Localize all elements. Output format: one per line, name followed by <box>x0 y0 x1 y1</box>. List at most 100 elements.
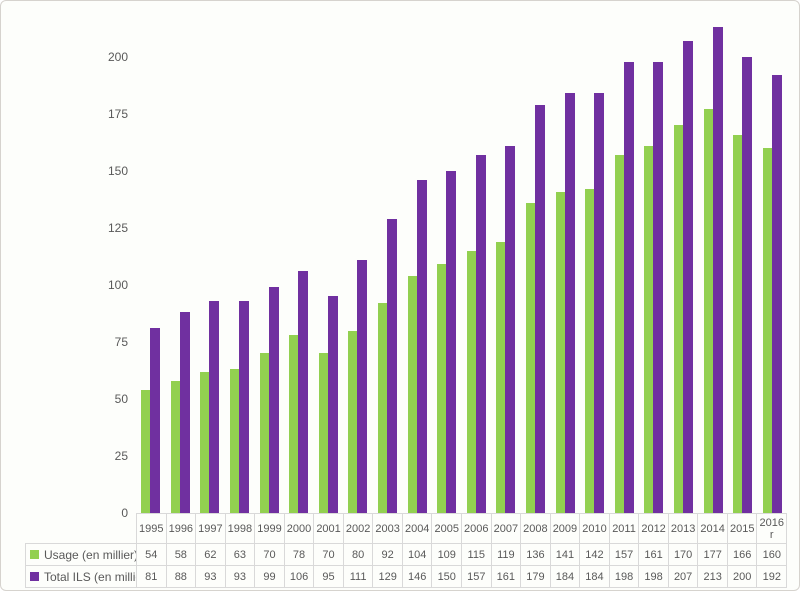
bar-total-ils <box>357 260 368 513</box>
bar-usage <box>289 335 299 513</box>
y-axis-tick-label: 75 <box>114 335 128 349</box>
year-header-cell: 2002 <box>344 514 374 543</box>
bar-total-ils <box>446 171 457 513</box>
table-value-cell: 106 <box>285 566 315 587</box>
bar-usage <box>200 372 210 513</box>
year-header-cell: 2015 <box>728 514 758 543</box>
bar-total-ils <box>150 328 161 513</box>
bar-group-1998 <box>225 1 255 513</box>
bar-group-2009 <box>550 1 580 513</box>
legend-series-name: Usage (en millier) <box>44 547 137 562</box>
bar-total-ils <box>387 219 398 513</box>
table-value-cell: 81 <box>137 566 167 587</box>
table-value-cell: 92 <box>373 544 403 565</box>
bar-group-2005 <box>432 1 462 513</box>
bar-total-ils <box>209 301 220 513</box>
bar-group-2008 <box>521 1 551 513</box>
legend-label-cell: Usage (en millier) <box>26 544 137 565</box>
year-header-cell: 2001 <box>314 514 344 543</box>
table-value-cell: 170 <box>669 544 699 565</box>
bar-usage <box>526 203 536 513</box>
table-value-cell: 198 <box>639 566 669 587</box>
year-header-cell: 2016 r <box>757 514 788 543</box>
data-table-body: Usage (en millier) 54 58 62 63 70 78 70 80 92 104 1… <box>25 543 788 588</box>
bar-usage <box>703 109 713 513</box>
bar-usage <box>407 276 417 513</box>
year-header-cell: 1995 <box>137 514 167 543</box>
bar-group-1996 <box>166 1 196 513</box>
table-value-cell: 213 <box>698 566 728 587</box>
table-value-cell: 192 <box>757 566 788 587</box>
table-value-cell: 104 <box>403 544 433 565</box>
bar-total-ils <box>712 27 723 513</box>
bar-total-ils <box>475 155 486 513</box>
table-value-cell: 119 <box>492 544 522 565</box>
y-axis-tick-label: 50 <box>114 392 128 406</box>
table-value-cell: 198 <box>610 566 640 587</box>
year-header-cell: 2008 <box>521 514 551 543</box>
bar-group-2015 <box>728 1 758 513</box>
bar-total-ils <box>416 180 427 513</box>
bar-group-2001 <box>314 1 344 513</box>
table-value-cell: 179 <box>521 566 551 587</box>
bar-usage <box>170 381 180 513</box>
legend-label-cell: Total ILS (en millier) <box>26 566 137 587</box>
table-value-cell: 93 <box>196 566 226 587</box>
y-axis-tick-label: 200 <box>107 50 128 64</box>
year-header-cell: 2009 <box>551 514 581 543</box>
bar-group-2011 <box>610 1 640 513</box>
table-value-cell: 207 <box>669 566 699 587</box>
bar-usage <box>673 125 683 513</box>
table-value-cell: 166 <box>728 544 758 565</box>
bar-group-2006 <box>462 1 492 513</box>
table-value-cell: 184 <box>580 566 610 587</box>
table-value-cell: 177 <box>698 544 728 565</box>
year-header-cell: 1998 <box>226 514 256 543</box>
bar-usage <box>141 390 151 513</box>
bar-group-1999 <box>254 1 284 513</box>
table-value-cell: 78 <box>285 544 315 565</box>
legend-swatch-icon <box>30 550 39 559</box>
table-value-cell: 62 <box>196 544 226 565</box>
bar-usage <box>762 148 772 513</box>
table-value-cell: 184 <box>551 566 581 587</box>
bar-group-1997 <box>195 1 225 513</box>
bar-total-ils <box>623 62 634 513</box>
year-header-cell: 1999 <box>255 514 285 543</box>
y-axis-tick-label: 25 <box>114 449 128 463</box>
table-value-cell: 161 <box>639 544 669 565</box>
year-header-cell: 1997 <box>196 514 226 543</box>
bar-group-2004 <box>402 1 432 513</box>
bar-total-ils <box>564 93 575 513</box>
legend-swatch-icon <box>30 572 39 581</box>
bar-usage <box>230 369 240 513</box>
table-row-total-ils: Total ILS (en millier)818893939910695111… <box>26 566 788 588</box>
bar-total-ils <box>298 271 309 513</box>
bar-usage <box>378 303 388 513</box>
bar-group-2003 <box>373 1 403 513</box>
table-value-cell: 93 <box>226 566 256 587</box>
bar-usage <box>585 189 595 513</box>
bar-total-ils <box>268 287 279 513</box>
bar-group-2013 <box>669 1 699 513</box>
y-axis-tick-label: 100 <box>107 278 128 292</box>
year-header-cell: 2000 <box>285 514 315 543</box>
year-header-cell: 1996 <box>167 514 197 543</box>
bar-group-2012 <box>639 1 669 513</box>
bar-usage <box>437 264 447 513</box>
bar-group-2002 <box>343 1 373 513</box>
bar-total-ils <box>653 62 664 513</box>
table-value-cell: 157 <box>462 566 492 587</box>
table-value-cell: 160 <box>757 544 788 565</box>
bar-group-2016-r <box>757 1 787 513</box>
bar-group-1995 <box>136 1 166 513</box>
bar-total-ils <box>239 301 250 513</box>
bar-total-ils <box>742 57 753 513</box>
year-header-cell: 2010 <box>580 514 610 543</box>
bar-usage <box>733 135 743 513</box>
bar-usage <box>348 331 358 513</box>
y-axis-tick-label: 150 <box>107 164 128 178</box>
table-value-cell: 146 <box>403 566 433 587</box>
table-value-cell: 80 <box>344 544 374 565</box>
